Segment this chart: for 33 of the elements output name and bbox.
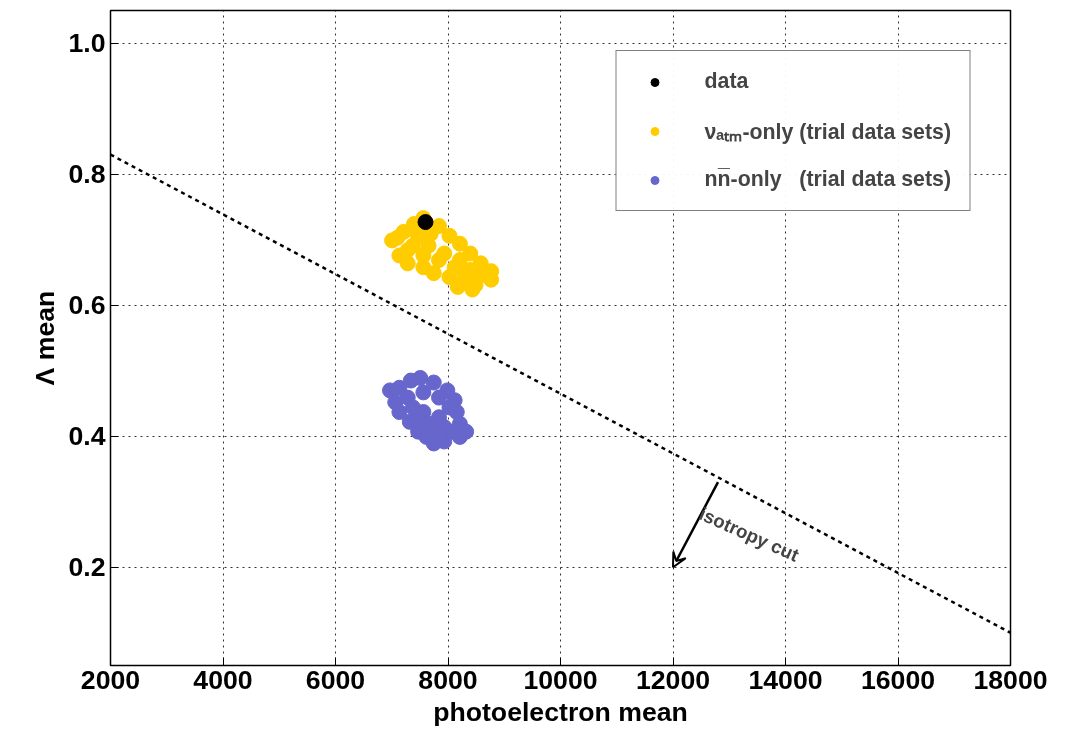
point [399,242,416,259]
point [410,227,427,244]
point [404,399,421,416]
y-tick-label: 1.0 [68,28,106,59]
legend-label: νₐₜₘ-only (trial data sets) [704,119,951,145]
point [451,235,468,252]
point [415,247,432,264]
point [441,227,458,244]
point [415,384,432,401]
x-tick-label: 2000 [80,664,141,695]
x-tick-label: 16000 [860,664,936,695]
legend-label: nn̅-only (trial data sets) [704,167,951,192]
y-tick-label: 0.8 [68,159,106,190]
point [425,374,442,391]
x-tick-label: 10000 [523,664,598,695]
point [431,252,447,269]
x-tick-label: 6000 [305,664,366,695]
y-tick-label: 0.2 [68,552,106,583]
x-axis-title: photoelectron mean [433,696,688,727]
point [412,369,429,386]
x-tick-label: 8000 [418,664,478,695]
x-tick-label: 12000 [635,664,711,695]
y-tick-label: 0.4 [68,421,106,452]
point [446,259,463,276]
point [431,389,447,406]
x-tick-label: 14000 [748,664,823,695]
x-tick-label: 18000 [973,664,1048,695]
point [417,214,434,231]
y-tick-label: 0.6 [68,290,106,321]
x-tick-label: 4000 [193,664,253,695]
point [387,394,404,411]
legend-label: data [704,69,749,94]
y-axis-title: Λ mean [30,290,61,386]
